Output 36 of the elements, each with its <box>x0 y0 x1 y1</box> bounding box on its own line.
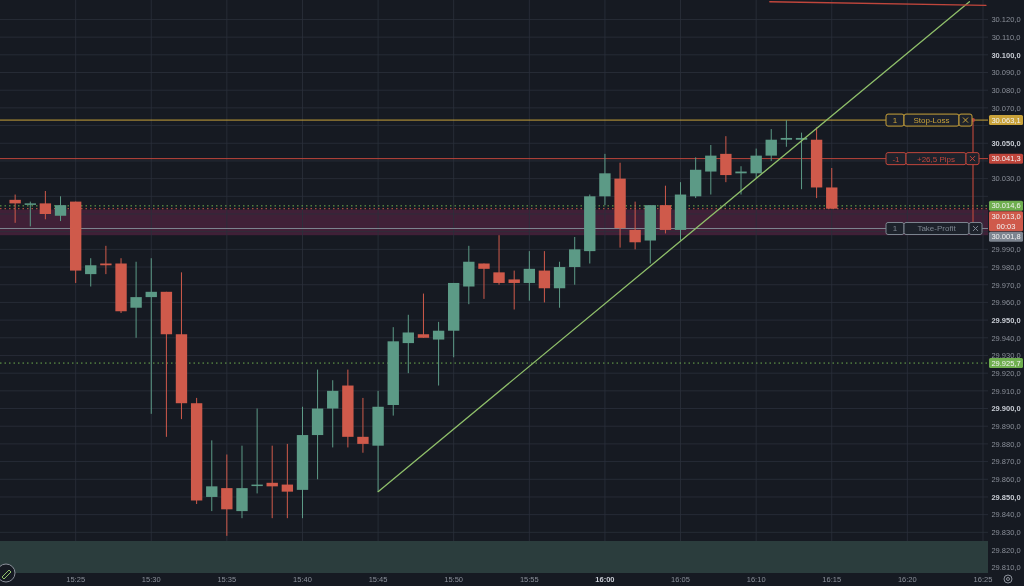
candlestick <box>130 261 142 339</box>
annotation: Take-Profit <box>917 224 957 234</box>
annotation: +26,5 Pips <box>916 154 956 164</box>
candlestick <box>206 439 218 512</box>
candlestick <box>629 201 641 250</box>
candlestick <box>24 201 36 227</box>
annotation: 1 <box>892 224 898 234</box>
annotation: Stop-Loss <box>913 116 950 126</box>
candlestick <box>523 250 536 302</box>
candlestick <box>281 443 294 519</box>
candlestick <box>508 270 520 310</box>
candlestick <box>538 250 551 303</box>
candlestick <box>221 454 233 537</box>
candlestick <box>705 144 717 196</box>
candlestick <box>569 236 581 286</box>
candlestick <box>765 128 777 162</box>
candlestick <box>553 261 566 309</box>
candlestick <box>85 257 97 287</box>
candlestick <box>780 119 793 148</box>
candlestick <box>417 293 430 339</box>
candlestick <box>236 445 248 519</box>
candlestick <box>720 135 732 183</box>
candlestick <box>327 379 339 448</box>
candlestick <box>493 234 505 286</box>
annotation: -1 <box>892 154 901 164</box>
candlestick <box>357 397 369 454</box>
candlestick <box>39 190 52 220</box>
candlestick <box>478 263 490 300</box>
candlestick <box>402 314 414 374</box>
candlestick <box>432 321 445 387</box>
candlestick <box>145 257 157 415</box>
candlestick <box>795 132 808 190</box>
candlestick <box>54 195 67 222</box>
annotation: 1 <box>892 116 898 126</box>
candlestick <box>750 148 762 180</box>
candlestick <box>599 153 611 206</box>
